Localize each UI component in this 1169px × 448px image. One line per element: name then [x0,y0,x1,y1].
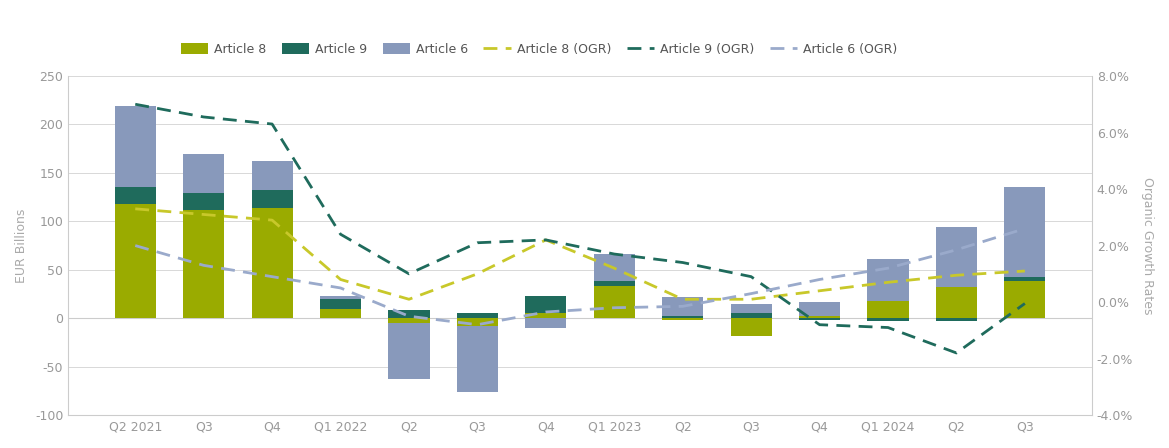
Bar [525,318,566,328]
Bar [184,155,224,193]
Bar [457,318,498,326]
Bar [184,210,224,318]
Bar [731,318,772,336]
Bar [525,314,566,318]
Bar [800,316,841,318]
Bar [662,316,704,318]
Bar [115,187,155,204]
Bar [388,323,429,379]
Bar [1004,276,1045,281]
Bar [184,193,224,210]
Bar [1004,187,1045,276]
Bar [936,318,977,321]
Bar [320,309,361,318]
Bar [867,301,908,318]
Bar [594,254,635,281]
Bar [594,281,635,286]
Bar [731,304,772,314]
Bar [115,106,155,187]
Bar [867,259,908,301]
Y-axis label: EUR Billions: EUR Billions [15,208,28,283]
Bar [662,318,704,320]
Bar [320,296,361,299]
Bar [936,227,977,287]
Bar [251,190,292,208]
Bar [662,297,704,316]
Bar [867,318,908,321]
Bar [1004,281,1045,318]
Bar [457,314,498,318]
Legend: Article 8, Article 9, Article 6, Article 8 (OGR), Article 9 (OGR), Article 6 (OG: Article 8, Article 9, Article 6, Article… [175,38,902,61]
Bar [731,314,772,318]
Bar [388,318,429,323]
Bar [251,161,292,190]
Y-axis label: Organic Growth Rates: Organic Growth Rates [1141,177,1154,314]
Bar [594,286,635,318]
Bar [320,299,361,309]
Bar [115,204,155,318]
Bar [457,326,498,392]
Bar [388,310,429,318]
Bar [936,287,977,318]
Bar [525,296,566,314]
Bar [800,302,841,316]
Bar [251,208,292,318]
Bar [800,318,841,320]
